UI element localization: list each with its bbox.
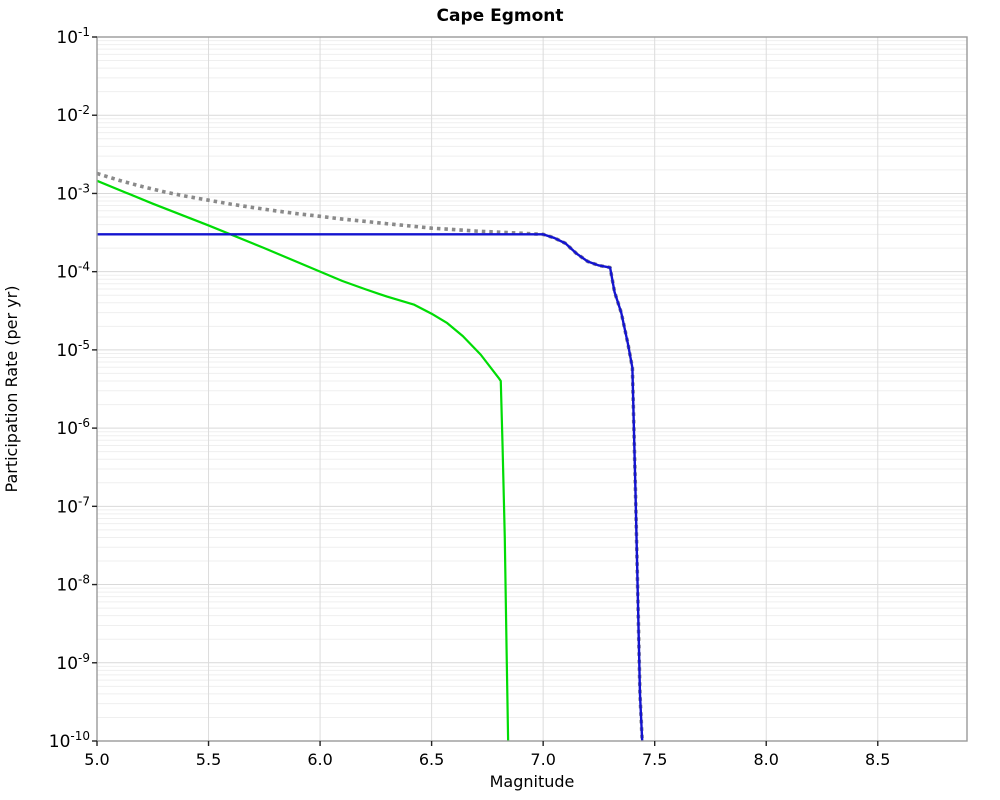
- series-blue-curve: [97, 233, 644, 741]
- x-tick-label: 6.0: [307, 750, 332, 769]
- y-axis-label: Participation Rate (per yr): [2, 286, 21, 493]
- y-tick-exponent: -4: [78, 260, 90, 274]
- y-tick-label: 10-8: [56, 573, 90, 596]
- y-tick-exponent: -10: [70, 729, 90, 743]
- y-tick-exponent: -2: [78, 103, 90, 117]
- series-layer: [97, 171, 644, 741]
- series-green-curve: [97, 179, 510, 741]
- x-tick-label: 7.0: [530, 750, 555, 769]
- x-tick-label: 7.5: [642, 750, 667, 769]
- y-tick-exponent: -9: [78, 651, 90, 665]
- x-tick-label: 5.0: [84, 750, 109, 769]
- y-tick-label: 10-6: [56, 416, 90, 439]
- y-tick-exponent: -5: [78, 338, 90, 352]
- y-tick-exponent: -1: [78, 25, 90, 39]
- axis-ticks: [92, 36, 879, 746]
- series-mean-dotted: [97, 171, 644, 741]
- y-tick-label: 10-9: [56, 651, 90, 674]
- grid-layer: [96, 36, 967, 742]
- y-tick-label: 10-7: [56, 494, 90, 517]
- plot-border: [96, 36, 968, 742]
- y-tick-exponent: -3: [78, 181, 90, 195]
- x-tick-label: 8.5: [865, 750, 890, 769]
- axis-tick-labels: 5.0 5.5 6.0 6.5 7.0 7.5 8.0 8.5 10-1 10-2 10-3 10-4…: [49, 25, 891, 769]
- x-tick-label: 6.5: [419, 750, 444, 769]
- plot-frame: [96, 36, 968, 742]
- y-tick-exponent: -6: [78, 416, 90, 430]
- y-tick-label: 10-1: [56, 25, 90, 48]
- y-tick-label: 10-10: [49, 729, 90, 752]
- y-tick-exponent: -8: [78, 573, 90, 587]
- x-tick-label: 5.5: [196, 750, 221, 769]
- y-tick-label: 10-2: [56, 103, 90, 126]
- x-axis-label: Magnitude: [490, 772, 575, 791]
- y-tick-label: 10-4: [56, 260, 90, 283]
- x-tick-label: 8.0: [754, 750, 779, 769]
- y-tick-label: 10-5: [56, 338, 90, 361]
- y-tick-label: 10-3: [56, 181, 90, 204]
- y-tick-exponent: -7: [78, 494, 90, 508]
- chart-title: Cape Egmont: [437, 6, 564, 26]
